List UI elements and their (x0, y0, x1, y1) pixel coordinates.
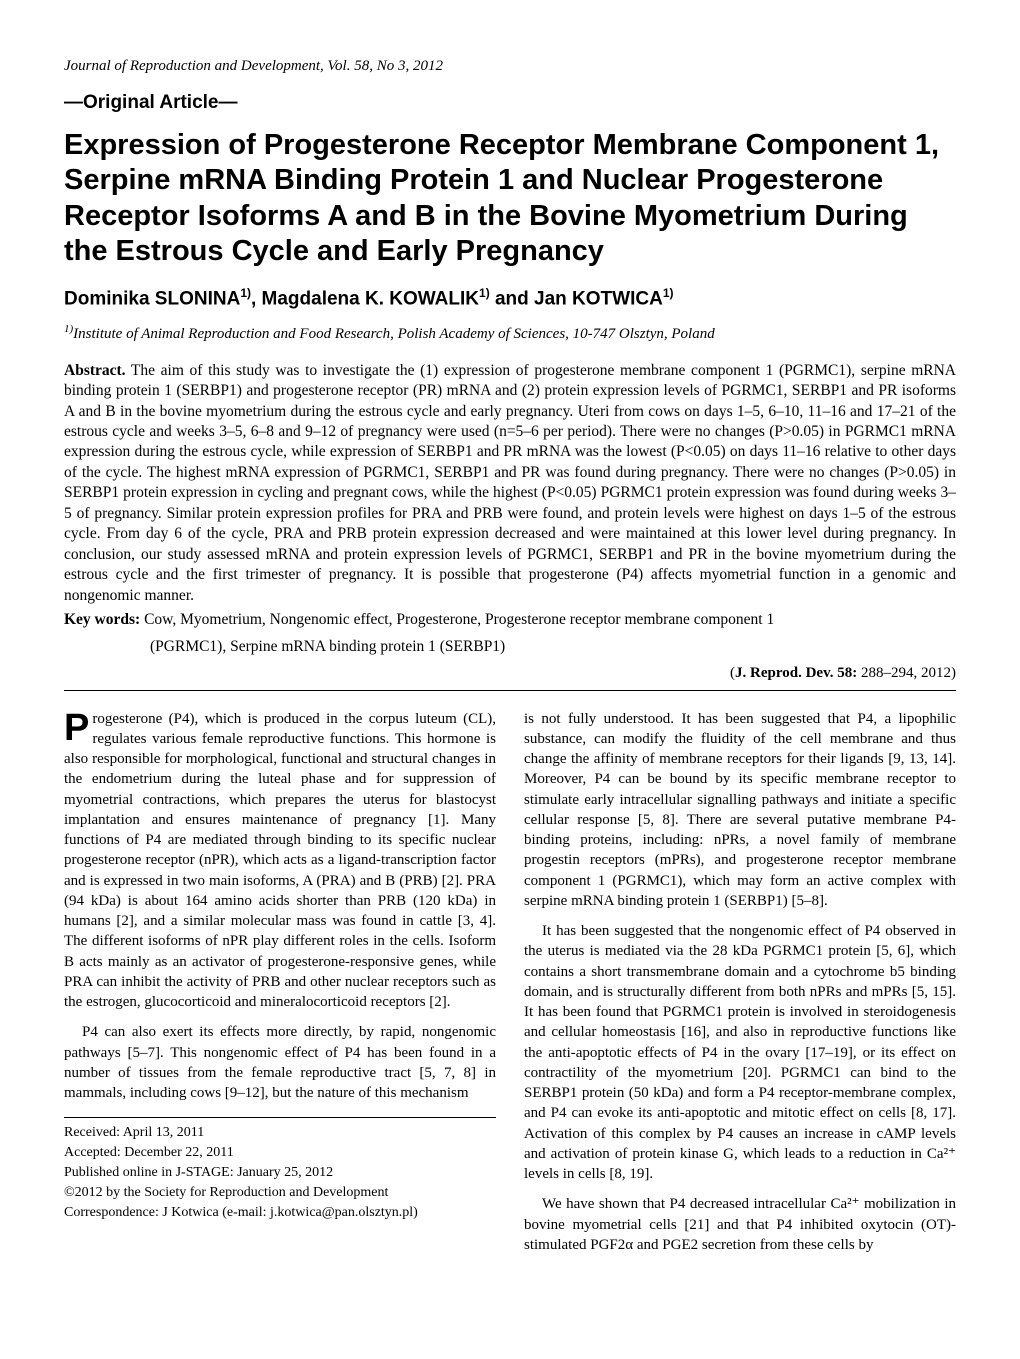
abstract: Abstract. The aim of this study was to i… (64, 361, 956, 606)
abstract-label: Abstract. (64, 362, 126, 379)
authors: Dominika SLONINA1), Magdalena K. KOWALIK… (64, 285, 956, 312)
divider-rule (64, 690, 956, 691)
citation: (J. Reprod. Dev. 58: 288–294, 2012) (64, 663, 956, 683)
correspondence: Correspondence: J Kotwica (e-mail: j.kot… (64, 1204, 496, 1223)
article-title: Expression of Progesterone Receptor Memb… (64, 128, 956, 270)
published-online: Published online in J-STAGE: January 25,… (64, 1164, 496, 1183)
accepted-date: Accepted: December 22, 2011 (64, 1144, 496, 1163)
received-date: Received: April 13, 2011 (64, 1124, 496, 1143)
body-columns: Progesterone (P4), which is produced in … (64, 709, 956, 1256)
body-paragraph-5: We have shown that P4 decreased intracel… (524, 1194, 956, 1255)
citation-year: , 2012 (914, 665, 952, 681)
article-type: —Original Article— (64, 90, 956, 116)
copyright-line: ©2012 by the Society for Reproduction an… (64, 1184, 496, 1203)
keywords-continuation: (PGRMC1), Serpine mRNA binding protein 1… (64, 637, 956, 658)
journal-line: Journal of Reproduction and Development,… (64, 56, 956, 76)
keywords-label: Key words: (64, 611, 140, 628)
body-paragraph-1: Progesterone (P4), which is produced in … (64, 709, 496, 1013)
keywords-text: Cow, Myometrium, Nongenomic effect, Prog… (140, 611, 774, 628)
body-paragraph-4: It has been suggested that the nongenomi… (524, 921, 956, 1184)
citation-journal: J. Reprod. Dev. 58: (735, 665, 861, 681)
abstract-text: The aim of this study was to investigate… (64, 362, 956, 604)
affiliation: 1)Institute of Animal Reproduction and F… (64, 322, 956, 344)
article-footer: Received: April 13, 2011 Accepted: Decem… (64, 1117, 496, 1222)
citation-pages: 288–294 (861, 665, 914, 681)
body-paragraph-2: P4 can also exert its effects more direc… (64, 1022, 496, 1103)
body-paragraph-3: is not fully understood. It has been sug… (524, 709, 956, 912)
keywords: Key words: Cow, Myometrium, Nongenomic e… (64, 610, 956, 630)
